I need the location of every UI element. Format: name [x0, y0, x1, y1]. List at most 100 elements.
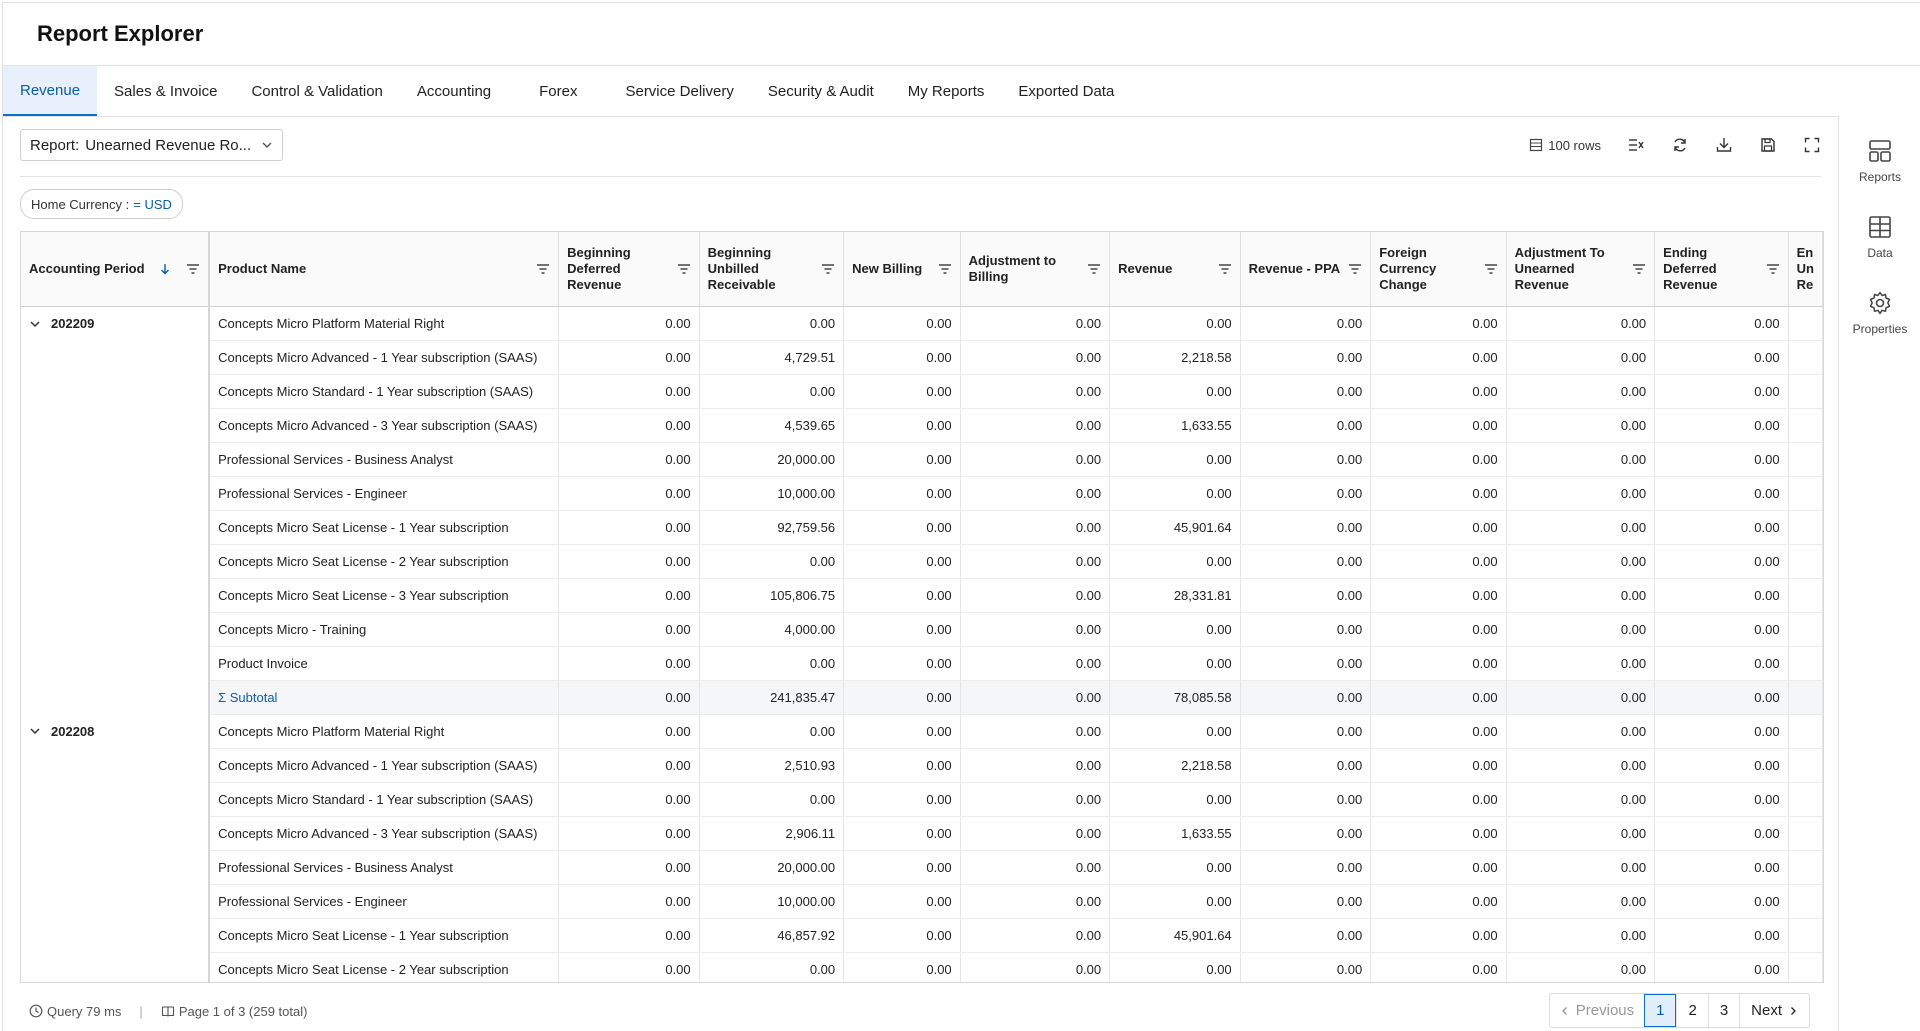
save-button[interactable] — [1759, 136, 1777, 154]
tab-security-audit[interactable]: Security & Audit — [767, 82, 874, 100]
previous-page-button[interactable]: Previous — [1550, 994, 1644, 1027]
cell-value: 0.00 — [1506, 306, 1656, 341]
cell-value: 0.00 — [843, 306, 961, 341]
filter-icon[interactable] — [1632, 262, 1646, 276]
tab-accounting[interactable]: Accounting — [416, 82, 492, 100]
filter-icon[interactable] — [1484, 262, 1498, 276]
filter-chip-home-currency[interactable]: Home Currency : = USD — [20, 189, 183, 219]
tab-forex[interactable]: Forex — [539, 82, 578, 100]
toolbar-tools: 100 rows — [1529, 129, 1821, 161]
cell-value: 0.00 — [1240, 306, 1372, 341]
tab-exported-data[interactable]: Exported Data — [1018, 82, 1115, 100]
cell-value: 46,857.92 — [699, 918, 845, 953]
col-header-beginning-unbilled-receivable[interactable]: Beginning Unbilled Receivable — [699, 232, 845, 307]
cell-value: 0.00 — [843, 816, 961, 851]
chevron-down-icon[interactable] — [29, 318, 41, 330]
cell-product-name: Concepts Micro Advanced - 3 Year subscri… — [209, 408, 560, 443]
refresh-button[interactable] — [1671, 136, 1689, 154]
cell-value: 0.00 — [843, 442, 961, 477]
tab-service-delivery[interactable]: Service Delivery — [625, 82, 734, 100]
table-row[interactable]: Concepts Micro Seat License - 3 Year sub… — [21, 578, 1823, 613]
table-row[interactable]: Concepts Micro Advanced - 3 Year subscri… — [21, 816, 1823, 851]
table-row[interactable]: Professional Services - Business Analyst… — [21, 442, 1823, 477]
table-row[interactable]: Concepts Micro Seat License - 1 Year sub… — [21, 918, 1823, 953]
filter-icon[interactable] — [536, 262, 550, 276]
tab-sales-invoice[interactable]: Sales & Invoice — [114, 82, 218, 100]
cell-value: 0.00 — [1506, 510, 1656, 545]
cell-value: 0.00 — [1654, 476, 1789, 511]
cell-value: 0.00 — [1240, 476, 1372, 511]
cell-value: 0.00 — [699, 714, 845, 749]
cell-value: 0.00 — [843, 578, 961, 613]
cell-value: 0.00 — [960, 306, 1111, 341]
page-2-button[interactable]: 2 — [1676, 994, 1707, 1027]
cell-value: 0.00 — [1370, 612, 1507, 647]
fullscreen-button[interactable] — [1803, 136, 1821, 154]
table-row[interactable]: 202209 Concepts Micro Platform Material R… — [21, 306, 1823, 715]
cell-value: 0.00 — [1109, 884, 1241, 919]
col-header-ending-unearned-revenue[interactable]: En Un Re — [1788, 232, 1823, 307]
cell-value: 0.00 — [1109, 952, 1241, 982]
filter-icon[interactable] — [938, 262, 952, 276]
sidebar-item-data[interactable]: Data — [1839, 214, 1920, 260]
sort-descending-icon[interactable] — [158, 262, 172, 276]
table-row[interactable]: Concepts Micro Seat License - 2 Year sub… — [21, 952, 1823, 982]
filter-icon[interactable] — [1218, 262, 1232, 276]
table-row[interactable]: Professional Services - Engineer 0.00 10,0… — [21, 884, 1823, 919]
table-row[interactable]: Concepts Micro - Training 0.00 4,000.00 0.0… — [21, 612, 1823, 647]
table-row[interactable]: Concepts Micro Seat License - 2 Year sub… — [21, 544, 1823, 579]
filter-icon[interactable] — [1766, 262, 1780, 276]
row-count-indicator[interactable]: 100 rows — [1529, 138, 1601, 153]
table-row[interactable]: Concepts Micro Advanced - 3 Year subscri… — [21, 408, 1823, 443]
next-page-button[interactable]: Next — [1739, 994, 1809, 1027]
chevron-down-icon[interactable] — [29, 725, 41, 737]
table-row[interactable]: Professional Services - Business Analyst… — [21, 850, 1823, 885]
tab-my-reports[interactable]: My Reports — [907, 82, 985, 100]
col-header-ending-deferred-revenue[interactable]: Ending Deferred Revenue — [1654, 232, 1789, 307]
col-header-new-billing[interactable]: New Billing — [843, 232, 961, 307]
cell-value: 0.00 — [1240, 816, 1372, 851]
col-header-product-name[interactable]: Product Name — [209, 232, 560, 307]
report-select[interactable]: Report: Unearned Revenue Ro... — [20, 129, 283, 161]
download-button[interactable] — [1715, 136, 1733, 154]
filter-icon[interactable] — [186, 262, 200, 276]
filter-icon[interactable] — [677, 262, 691, 276]
table-row[interactable]: Concepts Micro Standard - 1 Year subscri… — [21, 374, 1823, 409]
table-row[interactable]: Product Invoice 0.00 0.00 0.00 0.00 0.00 0.00 0… — [21, 646, 1823, 681]
tab-revenue[interactable]: Revenue — [3, 66, 98, 116]
filter-icon[interactable] — [1348, 262, 1362, 276]
cell-value: 0.00 — [1506, 578, 1656, 613]
cell-product-name: Concepts Micro Seat License - 2 Year sub… — [209, 544, 560, 579]
group-accounting-period[interactable]: 202208 — [21, 714, 211, 982]
table-row[interactable]: Concepts Micro Seat License - 1 Year sub… — [21, 510, 1823, 545]
cell-value: 0.00 — [843, 646, 961, 681]
filter-icon[interactable] — [1087, 262, 1101, 276]
cell-value: 0.00 — [1240, 850, 1372, 885]
cell-value: 0.00 — [699, 544, 845, 579]
page-3-button[interactable]: 3 — [1707, 994, 1739, 1027]
sidebar-item-reports[interactable]: Reports — [1839, 138, 1920, 184]
col-header-revenue-ppa[interactable]: Revenue - PPA — [1240, 232, 1372, 307]
table-row[interactable]: Concepts Micro Advanced - 1 Year subscri… — [21, 340, 1823, 375]
cell-value: 0.00 — [1654, 578, 1789, 613]
cell-value: 0.00 — [699, 306, 845, 341]
group-accounting-period[interactable]: 202209 — [21, 306, 211, 715]
filter-icon[interactable] — [821, 262, 835, 276]
tab-control-validation[interactable]: Control & Validation — [251, 82, 383, 100]
col-header-beginning-deferred-revenue[interactable]: Beginning Deferred Revenue — [558, 232, 700, 307]
page-1-button[interactable]: 1 — [1644, 994, 1677, 1027]
col-header-adjustment-to-unearned-revenue[interactable]: Adjustment To Unearned Revenue — [1506, 232, 1656, 307]
sidebar-item-properties[interactable]: Properties — [1839, 290, 1920, 336]
cell-value: 0.00 — [1506, 816, 1656, 851]
col-header-accounting-period[interactable]: Accounting Period — [21, 232, 211, 307]
col-header-adjustment-to-billing[interactable]: Adjustment to Billing — [960, 232, 1111, 307]
col-header-revenue[interactable]: Revenue — [1109, 232, 1241, 307]
cell-value: 0.00 — [1240, 544, 1372, 579]
cell-value: 0.00 — [1654, 408, 1789, 443]
col-header-foreign-currency-change[interactable]: Foreign Currency Change — [1370, 232, 1507, 307]
table-row[interactable]: 202208 Concepts Micro Platform Material R… — [21, 714, 1823, 982]
table-row[interactable]: Concepts Micro Advanced - 1 Year subscri… — [21, 748, 1823, 783]
table-row[interactable]: Concepts Micro Standard - 1 Year subscri… — [21, 782, 1823, 817]
column-settings-button[interactable] — [1627, 136, 1645, 154]
table-row[interactable]: Professional Services - Engineer 0.00 10,0… — [21, 476, 1823, 511]
